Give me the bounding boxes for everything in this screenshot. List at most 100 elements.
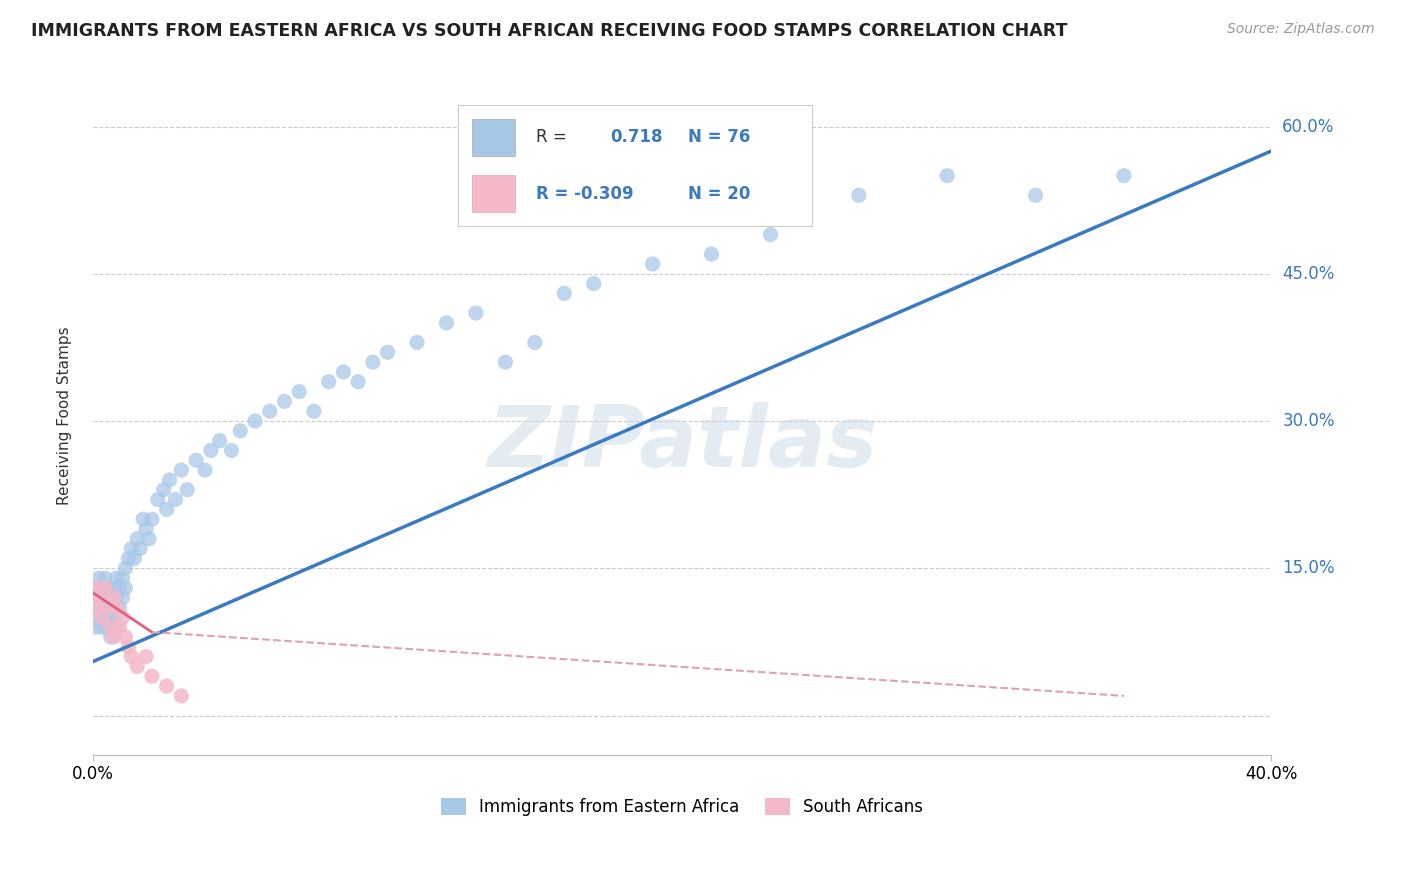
Point (243, 414, 266, 428)
Point (523, 335, 546, 350)
Point (288, 384, 311, 399)
Point (936, 169, 959, 183)
Point (87, 571, 110, 585)
Point (111, 571, 134, 585)
Point (302, 404, 325, 418)
Point (122, 551, 145, 566)
Point (170, 689, 193, 703)
Text: ZIPatlas: ZIPatlas (486, 401, 877, 484)
Point (361, 355, 384, 369)
Point (1025, 188, 1047, 202)
Point (129, 541, 152, 556)
Point (553, 286, 575, 301)
Point (90, 620, 112, 634)
Point (127, 532, 149, 546)
Point (87, 591, 110, 605)
Point (90, 600, 112, 615)
Point (759, 227, 782, 242)
Point (103, 591, 125, 605)
Point (273, 394, 295, 409)
Point (94, 591, 117, 605)
Point (141, 512, 163, 526)
Point (108, 620, 131, 634)
Point (111, 591, 134, 605)
Point (111, 610, 134, 624)
Point (114, 561, 136, 575)
Point (97, 600, 120, 615)
Point (200, 443, 222, 458)
Point (138, 532, 160, 546)
Point (103, 610, 125, 624)
Text: 30.0%: 30.0% (1282, 412, 1334, 430)
Point (120, 541, 142, 556)
Point (87, 591, 110, 605)
Point (103, 630, 125, 644)
Point (259, 404, 281, 418)
Point (318, 375, 340, 389)
Point (97, 581, 120, 595)
Point (105, 571, 128, 585)
Point (582, 277, 605, 291)
Point (176, 483, 198, 497)
Point (194, 463, 217, 477)
Point (700, 247, 723, 261)
Point (141, 669, 163, 683)
Point (332, 365, 354, 379)
Point (117, 640, 139, 654)
Point (94, 571, 117, 585)
Point (100, 630, 122, 644)
Point (156, 502, 179, 516)
Point (377, 345, 399, 359)
Point (103, 581, 125, 595)
Point (84, 600, 107, 615)
Y-axis label: Receiving Food Stamps: Receiving Food Stamps (58, 326, 72, 506)
Point (406, 335, 429, 350)
Text: 60.0%: 60.0% (1282, 118, 1334, 136)
Point (90, 610, 112, 624)
Point (100, 620, 122, 634)
Point (105, 620, 128, 634)
Point (156, 679, 179, 693)
Point (94, 610, 117, 624)
Point (100, 610, 122, 624)
Point (97, 600, 120, 615)
Point (159, 473, 181, 487)
Text: 15.0%: 15.0% (1282, 559, 1334, 577)
Point (436, 316, 458, 330)
Point (100, 591, 122, 605)
Point (641, 257, 664, 271)
Point (97, 620, 120, 634)
Point (94, 581, 117, 595)
Point (84, 620, 107, 634)
Point (90, 581, 112, 595)
Point (170, 463, 193, 477)
Point (494, 355, 516, 369)
Legend: Immigrants from Eastern Africa, South Africans: Immigrants from Eastern Africa, South Af… (434, 791, 929, 822)
Point (152, 483, 174, 497)
Point (135, 522, 157, 536)
Point (464, 306, 486, 320)
Point (84, 600, 107, 615)
Point (108, 600, 131, 615)
Point (1112, 169, 1135, 183)
Point (132, 512, 155, 526)
Text: IMMIGRANTS FROM EASTERN AFRICA VS SOUTH AFRICAN RECEIVING FOOD STAMPS CORRELATIO: IMMIGRANTS FROM EASTERN AFRICA VS SOUTH … (31, 22, 1067, 40)
Point (120, 649, 142, 664)
Point (103, 600, 125, 615)
Point (146, 492, 169, 507)
Point (84, 581, 107, 595)
Point (184, 453, 207, 467)
Point (84, 581, 107, 595)
Point (114, 581, 136, 595)
Text: Source: ZipAtlas.com: Source: ZipAtlas.com (1227, 22, 1375, 37)
Point (135, 649, 157, 664)
Point (117, 551, 139, 566)
Text: 45.0%: 45.0% (1282, 265, 1334, 283)
Point (87, 610, 110, 624)
Point (105, 600, 128, 615)
Point (105, 591, 128, 605)
Point (347, 375, 370, 389)
Point (108, 581, 131, 595)
Point (221, 443, 243, 458)
Point (848, 188, 870, 202)
